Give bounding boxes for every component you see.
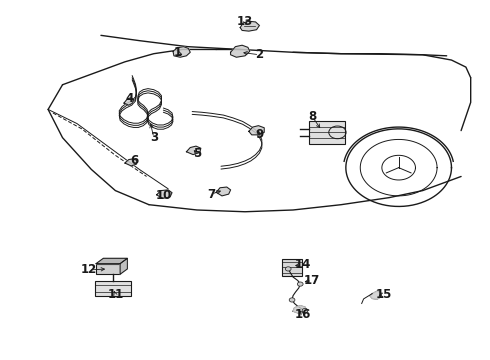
Text: 8: 8 xyxy=(308,110,317,123)
Polygon shape xyxy=(240,21,259,31)
Circle shape xyxy=(297,282,303,286)
Polygon shape xyxy=(231,45,250,57)
Text: 6: 6 xyxy=(130,154,139,167)
Circle shape xyxy=(289,298,295,302)
Text: 3: 3 xyxy=(150,131,158,144)
FancyBboxPatch shape xyxy=(309,121,344,144)
Text: 12: 12 xyxy=(81,264,97,276)
Polygon shape xyxy=(370,291,382,299)
Polygon shape xyxy=(157,190,172,198)
Bar xyxy=(282,259,302,276)
Bar xyxy=(95,281,131,296)
Text: 4: 4 xyxy=(125,93,134,105)
Text: 1: 1 xyxy=(174,46,182,59)
Text: 9: 9 xyxy=(255,128,264,141)
Polygon shape xyxy=(216,187,231,196)
Polygon shape xyxy=(249,126,264,135)
Polygon shape xyxy=(293,306,306,313)
Polygon shape xyxy=(124,98,134,105)
Text: 14: 14 xyxy=(294,258,311,271)
Text: 2: 2 xyxy=(255,48,264,61)
Text: 17: 17 xyxy=(304,274,320,287)
Polygon shape xyxy=(120,258,127,274)
Polygon shape xyxy=(96,258,127,264)
Polygon shape xyxy=(125,159,137,166)
Text: 13: 13 xyxy=(237,15,253,28)
Bar xyxy=(96,264,120,274)
Circle shape xyxy=(285,267,291,271)
Text: 7: 7 xyxy=(207,188,216,201)
Polygon shape xyxy=(186,146,201,154)
Text: 11: 11 xyxy=(107,288,123,301)
Text: 16: 16 xyxy=(294,307,311,320)
Polygon shape xyxy=(173,47,190,57)
Text: 5: 5 xyxy=(193,147,201,160)
Text: 10: 10 xyxy=(155,189,172,202)
Text: 15: 15 xyxy=(376,288,392,301)
Circle shape xyxy=(302,309,308,312)
